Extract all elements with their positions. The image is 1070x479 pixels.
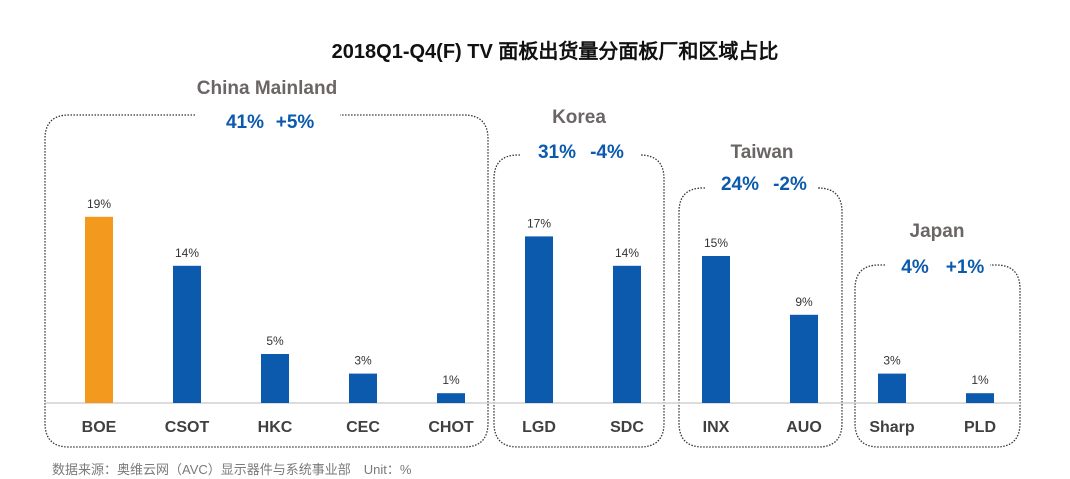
- group-title-japan: Japan: [910, 221, 965, 242]
- category-label-hkc: HKC: [258, 419, 293, 436]
- category-label-cec: CEC: [346, 419, 380, 436]
- bar-pld: [966, 393, 994, 403]
- group-change-taiwan: -2%: [773, 174, 807, 195]
- group-box-japan: [854, 264, 1021, 448]
- data-label-cec: 3%: [354, 354, 372, 368]
- data-label-boe: 19%: [87, 197, 111, 211]
- group-change-korea: -4%: [590, 142, 624, 163]
- category-label-inx: INX: [703, 419, 730, 436]
- data-label-lgd: 17%: [527, 216, 551, 230]
- data-label-hkc: 5%: [266, 334, 284, 348]
- group-title-taiwan: Taiwan: [731, 142, 794, 163]
- category-label-boe: BOE: [82, 419, 117, 436]
- group-share-taiwan: 24%: [721, 174, 759, 195]
- data-label-pld: 1%: [971, 373, 989, 387]
- data-label-sharp: 3%: [883, 354, 901, 368]
- group-box-china-mainland: [44, 114, 489, 448]
- category-label-sharp: Sharp: [869, 419, 915, 436]
- category-label-pld: PLD: [964, 419, 996, 436]
- data-label-inx: 15%: [704, 236, 728, 250]
- group-title-korea: Korea: [552, 107, 606, 128]
- chart-title: 2018Q1-Q4(F) TV 面板出货量分面板厂和区域占比: [332, 39, 779, 63]
- bar-chot: [437, 393, 465, 403]
- data-label-auo: 9%: [795, 295, 813, 309]
- bar-auo: [790, 314, 818, 403]
- group-title-china-mainland: China Mainland: [197, 78, 337, 99]
- bar-csot: [173, 265, 201, 403]
- bar-cec: [349, 373, 377, 403]
- data-label-csot: 14%: [175, 246, 199, 260]
- bar-inx: [702, 256, 730, 403]
- bar-boe: [85, 216, 113, 403]
- group-box-taiwan: [678, 187, 843, 448]
- data-label-sdc: 14%: [615, 246, 639, 260]
- category-label-auo: AUO: [786, 419, 822, 436]
- category-label-sdc: SDC: [610, 419, 644, 436]
- group-box-korea: [493, 154, 665, 448]
- source-note: 数据来源：奥维云网（AVC）显示器件与系统事业部 Unit：%: [52, 462, 412, 477]
- group-share-china-mainland: 41%: [226, 112, 264, 133]
- group-share-japan: 4%: [901, 257, 929, 278]
- data-label-chot: 1%: [442, 373, 460, 387]
- category-label-csot: CSOT: [165, 419, 210, 436]
- group-share-korea: 31%: [538, 142, 576, 163]
- category-label-lgd: LGD: [522, 419, 556, 436]
- bar-sharp: [878, 373, 906, 403]
- group-change-japan: +1%: [946, 257, 985, 278]
- group-change-china-mainland: +5%: [276, 112, 315, 133]
- bar-hkc: [261, 354, 289, 403]
- bar-lgd: [525, 236, 553, 403]
- bar-sdc: [613, 265, 641, 403]
- category-label-chot: CHOT: [428, 419, 474, 436]
